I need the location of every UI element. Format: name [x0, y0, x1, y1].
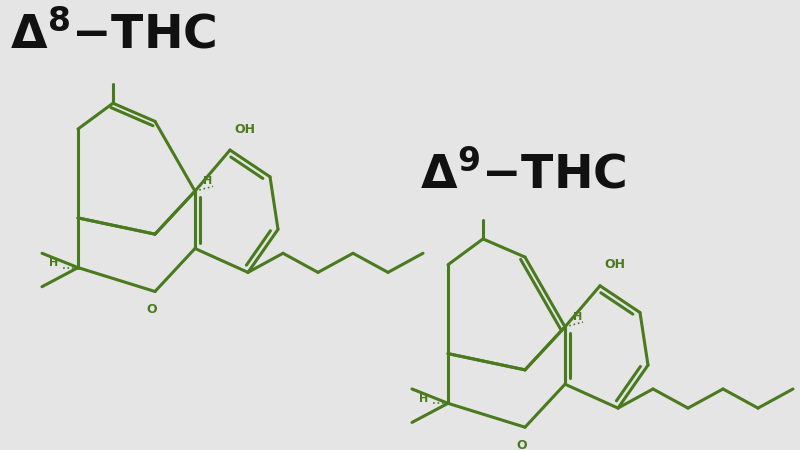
Text: OH: OH [234, 123, 255, 136]
Text: $\mathbf{\Delta^8}$$\mathbf{-THC}$: $\mathbf{\Delta^8}$$\mathbf{-THC}$ [10, 11, 216, 59]
Text: O: O [146, 303, 158, 316]
Text: H: H [49, 258, 58, 268]
Text: H: H [203, 176, 212, 186]
Text: H: H [573, 312, 582, 322]
Text: O: O [517, 439, 527, 450]
Text: $\mathbf{\Delta^9}$$\mathbf{-THC}$: $\mathbf{\Delta^9}$$\mathbf{-THC}$ [420, 151, 626, 198]
Text: OH: OH [604, 258, 625, 271]
Text: H: H [418, 394, 428, 404]
